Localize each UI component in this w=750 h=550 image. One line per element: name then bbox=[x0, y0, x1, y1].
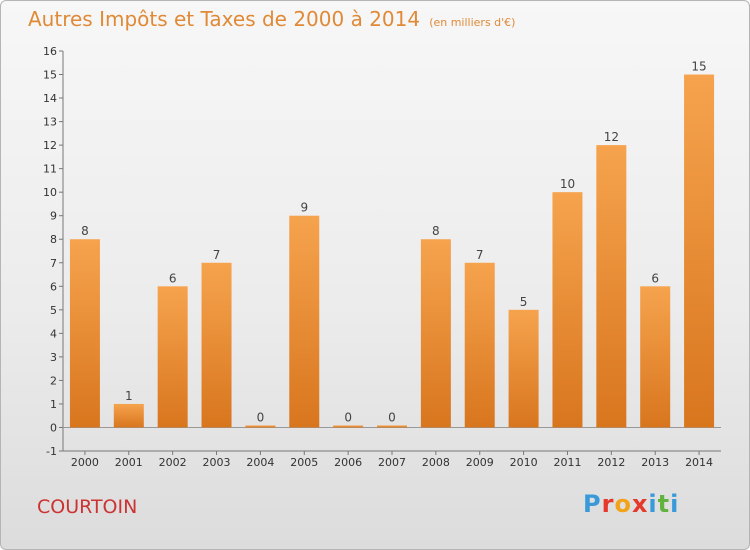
x-tick-label: 2012 bbox=[597, 456, 625, 469]
x-tick-label: 2005 bbox=[290, 456, 318, 469]
data-label: 10 bbox=[560, 177, 575, 191]
x-tick-label: 2003 bbox=[203, 456, 231, 469]
logo-letter: t bbox=[657, 490, 671, 518]
data-label: 0 bbox=[257, 410, 265, 424]
bar bbox=[157, 286, 188, 428]
y-tick-label: 8 bbox=[50, 233, 57, 246]
x-tick-label: 2011 bbox=[553, 456, 581, 469]
data-label: 6 bbox=[169, 271, 177, 285]
bar bbox=[377, 425, 407, 428]
data-label: 1 bbox=[125, 389, 133, 403]
logo-letter: o bbox=[614, 490, 632, 518]
data-labels: 8 1 6 7 0 9 0 0 8 7 5 10 12 6 15 bbox=[81, 60, 707, 425]
commune-name: COURTOIN bbox=[37, 496, 138, 518]
y-tick-label: 0 bbox=[50, 421, 57, 434]
x-tick-label: 2001 bbox=[115, 456, 143, 469]
y-tick-label: 14 bbox=[43, 92, 57, 105]
logo-letter: P bbox=[583, 490, 602, 518]
y-tick-label: 1 bbox=[50, 398, 57, 411]
y-tick-label: 9 bbox=[50, 210, 57, 223]
y-tick-label: 2 bbox=[50, 374, 57, 387]
y-tick-label: 12 bbox=[43, 139, 57, 152]
chart-title: Autres Impôts et Taxes de 2000 à 2014 bbox=[28, 7, 421, 31]
y-tick-label: 10 bbox=[43, 186, 57, 199]
x-tick-label: 2014 bbox=[685, 456, 713, 469]
x-axis-ticks: 2000 2001 2002 2003 2004 2005 2006 2007 2008 2009… bbox=[71, 451, 713, 469]
data-label: 0 bbox=[388, 410, 396, 424]
bar bbox=[640, 286, 671, 428]
bar bbox=[464, 262, 495, 428]
logo-letter: x bbox=[631, 490, 649, 518]
x-tick-label: 2004 bbox=[246, 456, 274, 469]
x-tick-label: 2008 bbox=[422, 456, 450, 469]
bar bbox=[684, 74, 715, 428]
y-tick-label: 16 bbox=[43, 45, 57, 58]
data-label: 8 bbox=[432, 224, 440, 238]
bar bbox=[245, 425, 276, 428]
y-tick-label: -1 bbox=[46, 445, 57, 458]
data-label: 5 bbox=[520, 295, 528, 309]
bar bbox=[552, 192, 583, 428]
bar bbox=[508, 309, 539, 428]
y-tick-label: 7 bbox=[50, 257, 57, 270]
y-tick-label: 13 bbox=[43, 116, 57, 129]
bar bbox=[201, 262, 232, 428]
x-tick-label: 2010 bbox=[510, 456, 538, 469]
bar bbox=[69, 239, 100, 428]
data-label: 15 bbox=[691, 60, 706, 74]
bar bbox=[113, 403, 144, 428]
y-tick-label: 4 bbox=[50, 327, 57, 340]
y-tick-label: 15 bbox=[43, 69, 57, 82]
logo-letter: i bbox=[670, 490, 680, 518]
data-label: 7 bbox=[476, 248, 484, 262]
bar bbox=[289, 215, 320, 428]
data-label: 12 bbox=[604, 130, 619, 144]
y-tick-label: 6 bbox=[50, 280, 57, 293]
data-label: 0 bbox=[344, 410, 352, 424]
logo-letter: i bbox=[648, 490, 658, 518]
x-tick-label: 2009 bbox=[466, 456, 494, 469]
bar bbox=[596, 145, 627, 428]
bar bbox=[333, 425, 364, 428]
data-label: 8 bbox=[81, 224, 89, 238]
title-row: Autres Impôts et Taxes de 2000 à 2014 (e… bbox=[28, 7, 515, 31]
data-label: 6 bbox=[651, 271, 659, 285]
y-tick-label: 3 bbox=[50, 351, 57, 364]
x-tick-label: 2000 bbox=[71, 456, 99, 469]
logo-letter: r bbox=[601, 490, 615, 518]
bars bbox=[69, 74, 715, 428]
x-tick-label: 2002 bbox=[159, 456, 187, 469]
y-tick-label: 11 bbox=[43, 163, 57, 176]
x-tick-label: 2013 bbox=[641, 456, 669, 469]
x-tick-label: 2007 bbox=[378, 456, 406, 469]
y-tick-label: 5 bbox=[50, 304, 57, 317]
chart-subtitle: (en milliers d'€) bbox=[429, 16, 516, 29]
proxiti-logo: Proxiti bbox=[583, 490, 679, 518]
data-label: 7 bbox=[213, 248, 221, 262]
data-label: 9 bbox=[300, 201, 308, 215]
bar bbox=[420, 239, 451, 428]
x-tick-label: 2006 bbox=[334, 456, 362, 469]
